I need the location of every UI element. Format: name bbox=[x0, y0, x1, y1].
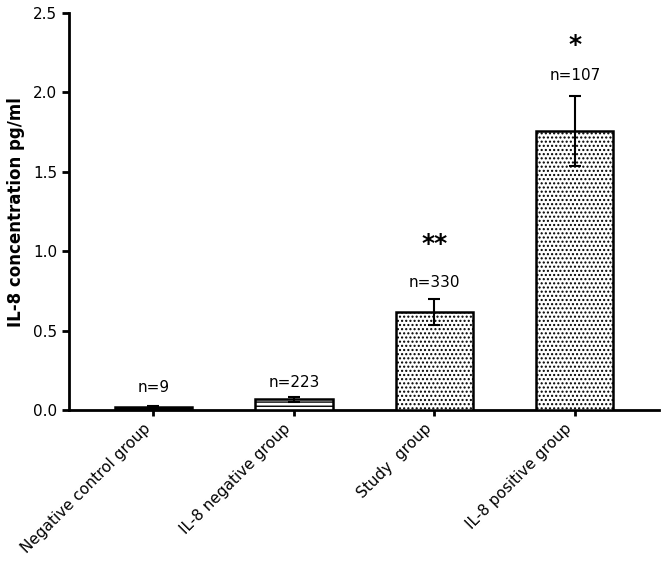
Text: n=107: n=107 bbox=[549, 68, 601, 83]
Text: n=330: n=330 bbox=[409, 275, 460, 289]
Text: **: ** bbox=[421, 233, 448, 256]
Bar bbox=[115, 407, 192, 410]
Text: n=223: n=223 bbox=[268, 375, 320, 390]
Bar bbox=[396, 312, 473, 410]
Text: n=9: n=9 bbox=[137, 379, 170, 395]
Y-axis label: IL-8 concentration pg/ml: IL-8 concentration pg/ml bbox=[7, 97, 25, 327]
Text: *: * bbox=[568, 33, 581, 57]
Bar bbox=[536, 131, 613, 410]
Bar bbox=[255, 399, 332, 410]
